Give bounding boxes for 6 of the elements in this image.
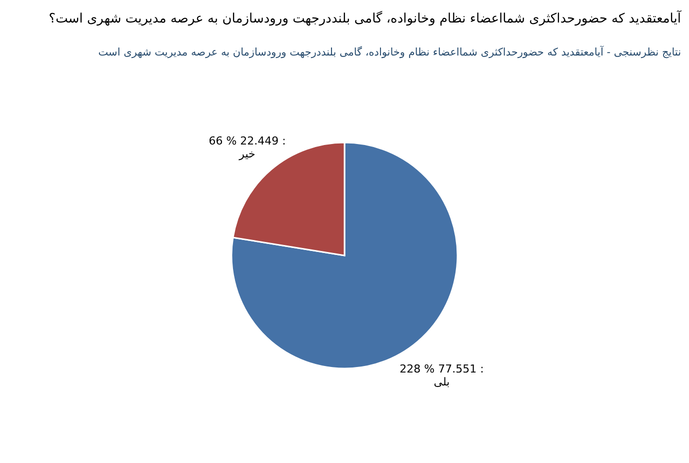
slice-label: بلی	[434, 376, 450, 389]
data-label: 66 % 22.449 :	[208, 134, 286, 148]
data-label: 228 % 77.551 :	[400, 362, 484, 376]
chart-subtitle: نتایج نظرسنجی - آیامعتقدید که حضورحداکثری شمااعضاء نظام وخانواده، گامی بلنددرجهت ورودسازمان به عرصه مدیریت شهری است	[98, 46, 681, 58]
chart-title: آیامعتقدید که حضورحداکثری شمااعضاء نظام وخانواده، گامی بلنددرجهت ورودسازمان به عرصه مدیریت شهری است؟	[48, 10, 682, 26]
slice-label: خیر	[238, 147, 256, 160]
